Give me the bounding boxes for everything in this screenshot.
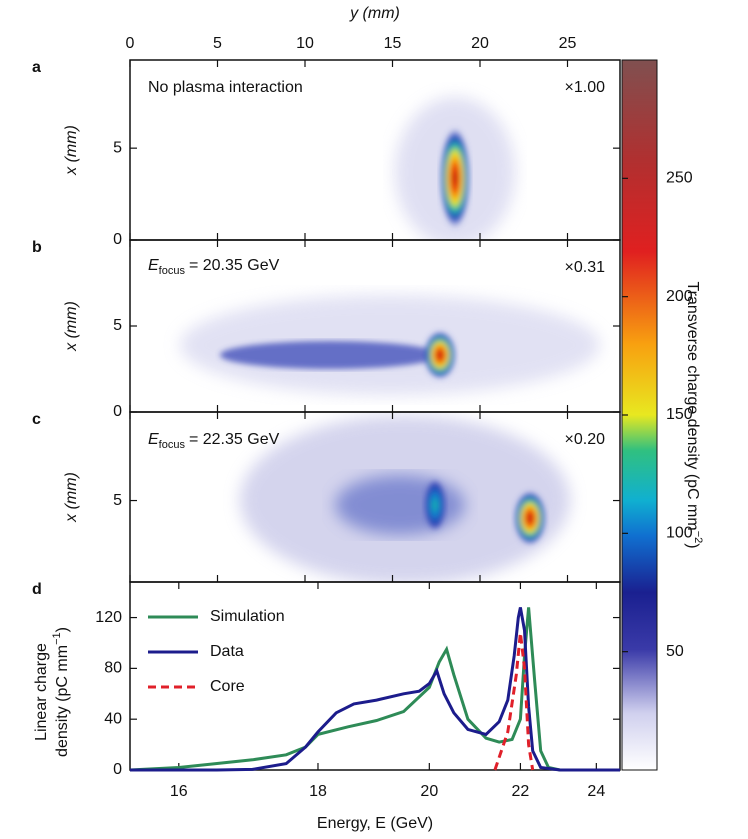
top-axis-title: y (mm): [349, 5, 400, 22]
x-tick-label: 0: [126, 35, 135, 52]
x-tick-label: 10: [296, 35, 314, 52]
y-axis-title: x (mm): [63, 472, 80, 523]
x-tick-label: 15: [384, 35, 402, 52]
colorbar-title-sup: −2: [692, 531, 704, 544]
x-tick-label: 22: [512, 783, 530, 800]
y-tick-label: 0: [113, 403, 122, 420]
y-axis-title: Linear charge density (pC mm−1): [33, 627, 71, 757]
x-tick-label: 25: [559, 35, 577, 52]
x-tick-label: 16: [170, 783, 188, 800]
annotation-text: = 20.35 GeV: [189, 257, 280, 274]
heatmap-image-c: [240, 415, 570, 582]
scale-label: ×1.00: [565, 79, 606, 96]
x-tick-label: 20: [471, 35, 489, 52]
y-axis-title: x (mm): [63, 125, 80, 176]
y-tick-label: 120: [95, 609, 122, 626]
y-tick-label: 5: [113, 139, 122, 156]
panel-label: a: [32, 59, 41, 76]
colorbar-tick-label: 250: [666, 170, 693, 187]
y-tick-label: 80: [104, 660, 122, 677]
colorbar-tick-label: 150: [666, 406, 693, 423]
annotation: Efocus = 22.35 GeV: [148, 431, 280, 451]
legend-label: Core: [210, 678, 245, 695]
panel-label: b: [32, 239, 42, 256]
x-tick-label: 20: [420, 783, 438, 800]
colorbar-tick-label: 200: [666, 288, 693, 305]
series-line: [129, 607, 620, 772]
annotation-subscript: focus: [159, 439, 186, 451]
panel-label: c: [32, 411, 41, 428]
y-axis-title-line: Linear charge: [33, 643, 50, 741]
y-tick-label: 5: [113, 317, 122, 334]
series-line: [493, 632, 535, 771]
colorbar-title: Transverse charge density (pC mm−2): [684, 281, 704, 548]
colorbar-title-end: ): [684, 543, 701, 548]
heatmap-image-a: [395, 97, 515, 240]
y-axis-title-sup: −1: [51, 632, 63, 645]
panel-frame: [129, 581, 621, 771]
heatmap-image-b: [180, 295, 600, 395]
annotation-symbol: E: [148, 257, 159, 274]
annotation-symbol: E: [148, 431, 159, 448]
y-tick-label: 5: [113, 492, 122, 509]
panel-label: d: [32, 581, 42, 598]
annotation: No plasma interaction: [148, 79, 303, 96]
colorbar-title-text: Transverse charge density (pC mm: [684, 281, 701, 530]
scale-label: ×0.20: [565, 431, 606, 448]
annotation: Efocus = 20.35 GeV: [148, 257, 280, 277]
colorbar-tick-label: 50: [666, 643, 684, 660]
x-tick-label: 24: [587, 783, 605, 800]
y-axis-title-end: ): [54, 627, 71, 632]
legend-label: Simulation: [210, 608, 285, 625]
annotation-text: = 22.35 GeV: [189, 431, 280, 448]
y-axis-title-line: density (pC mm: [54, 645, 71, 757]
y-tick-label: 0: [113, 761, 122, 778]
y-axis-title: x (mm): [63, 301, 80, 352]
colorbar-tick-label: 100: [666, 525, 693, 542]
annotation-subscript: focus: [159, 265, 186, 277]
x-tick-label: 18: [309, 783, 327, 800]
x-tick-label: 5: [213, 35, 222, 52]
scale-label: ×0.31: [565, 259, 606, 276]
y-tick-label: 0: [113, 231, 122, 248]
y-tick-label: 40: [104, 710, 122, 727]
legend-label: Data: [210, 643, 244, 660]
series-line: [130, 607, 620, 772]
x-axis-title: Energy, E (GeV): [317, 815, 433, 832]
